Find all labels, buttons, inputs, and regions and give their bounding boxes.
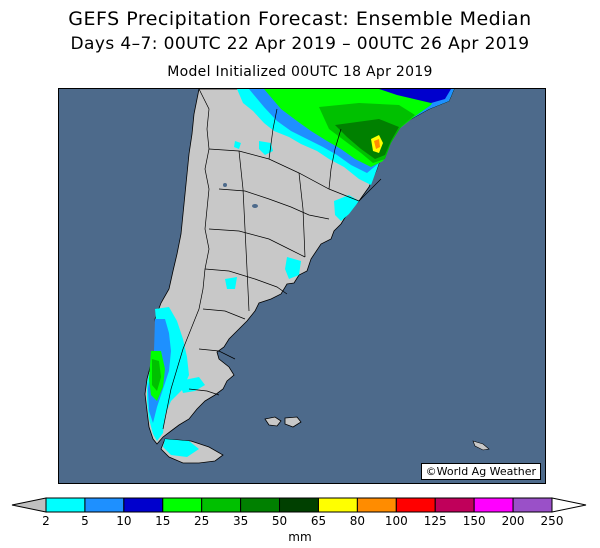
legend-over-arrow <box>551 497 587 513</box>
legend-bin <box>279 497 319 513</box>
legend-tick-label: 25 <box>194 514 210 528</box>
precip-cyan-inland-1 <box>234 141 241 149</box>
legend-tick-label: 10 <box>116 514 132 528</box>
lake <box>223 183 227 187</box>
legend-tick-label: 65 <box>310 514 327 528</box>
legend-tick-label: 150 <box>462 514 486 528</box>
land-falkland-islands-east <box>284 416 302 428</box>
legend-tick-label: 35 <box>232 514 249 528</box>
precip-cyan-uruguay-coast <box>334 195 359 221</box>
legend-bin <box>201 497 242 513</box>
legend-under-arrow <box>11 497 47 513</box>
land-south-georgia <box>472 440 490 451</box>
color-legend <box>11 497 587 513</box>
legend-tick-label: 200 <box>501 514 525 528</box>
legend-bin <box>162 497 203 513</box>
legend-bins <box>11 497 587 513</box>
legend-bin <box>356 497 397 513</box>
precip-cyan-inland-patagonia <box>179 377 205 393</box>
legend-bin <box>123 497 164 513</box>
precip-cyan-inland-2 <box>259 141 273 155</box>
land-falkland-islands <box>264 416 282 427</box>
legend-bin <box>434 497 475 513</box>
legend-tick-label: 80 <box>349 514 366 528</box>
map-svg <box>59 89 545 483</box>
legend-tick-label: 50 <box>271 514 288 528</box>
credit-label: ©World Ag Weather <box>420 463 541 480</box>
precip-orange-coast <box>374 139 380 149</box>
legend-tick-label: 100 <box>384 514 408 528</box>
political-borders <box>162 89 382 430</box>
lake <box>252 204 258 208</box>
precip-cyan-sierra <box>225 277 237 289</box>
precip-forest-north <box>335 119 399 159</box>
precip-darkgreen-patagonia <box>152 359 161 391</box>
legend-bin <box>84 497 125 513</box>
precipitation-map: ©World Ag Weather <box>58 88 546 484</box>
legend-tick-label: 2 <box>42 514 50 528</box>
map-title: GEFS Precipitation Forecast: Ensemble Me… <box>68 8 532 30</box>
legend-bin <box>512 497 553 513</box>
legend-bin <box>317 497 358 513</box>
legend-bin <box>395 497 436 513</box>
legend-tick-label: 5 <box>81 514 89 528</box>
map-subtitle: Days 4–7: 00UTC 22 Apr 2019 – 00UTC 26 A… <box>70 34 530 54</box>
legend-unit: mm <box>288 530 312 544</box>
legend-bin <box>45 497 86 513</box>
precip-cyan-tierra-del-fuego <box>163 439 199 457</box>
precip-cyan-buenos-aires <box>285 257 301 279</box>
legend-tick-label: 15 <box>155 514 171 528</box>
legend-tick-label: 250 <box>540 514 564 528</box>
precip-navy-north <box>379 89 451 103</box>
legend-bin <box>473 497 514 513</box>
model-init-line: Model Initialized 00UTC 18 Apr 2019 <box>167 64 433 80</box>
legend-bin <box>240 497 281 513</box>
legend-tick-label: 125 <box>423 514 447 528</box>
